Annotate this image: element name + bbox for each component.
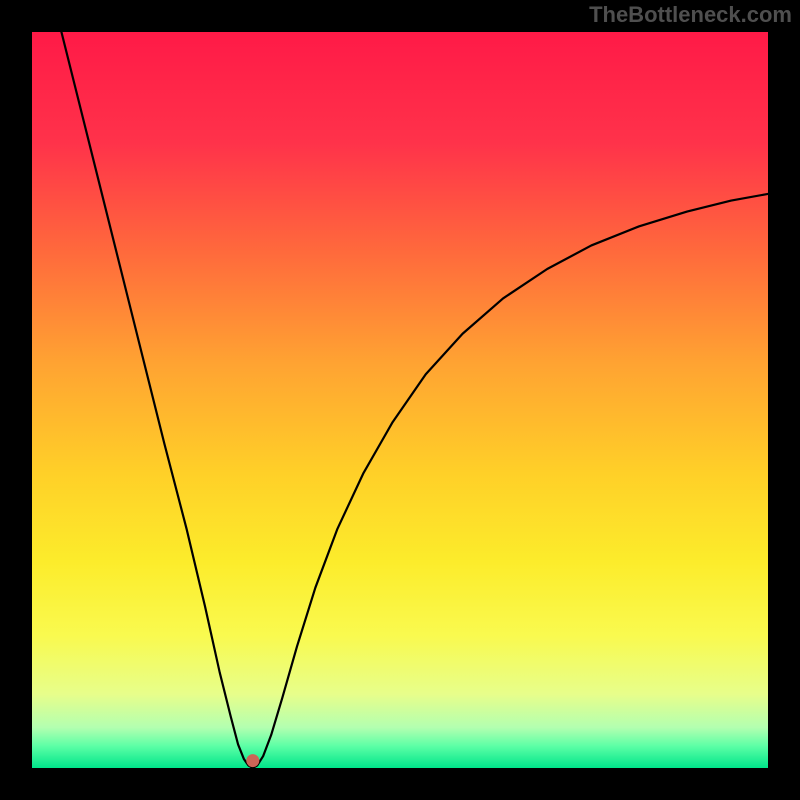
gradient-background [32, 32, 768, 768]
chart-svg [32, 32, 768, 768]
optimum-marker [246, 754, 259, 767]
chart-frame: TheBottleneck.com [0, 0, 800, 800]
watermark-text: TheBottleneck.com [589, 2, 792, 28]
plot-area [32, 32, 768, 768]
